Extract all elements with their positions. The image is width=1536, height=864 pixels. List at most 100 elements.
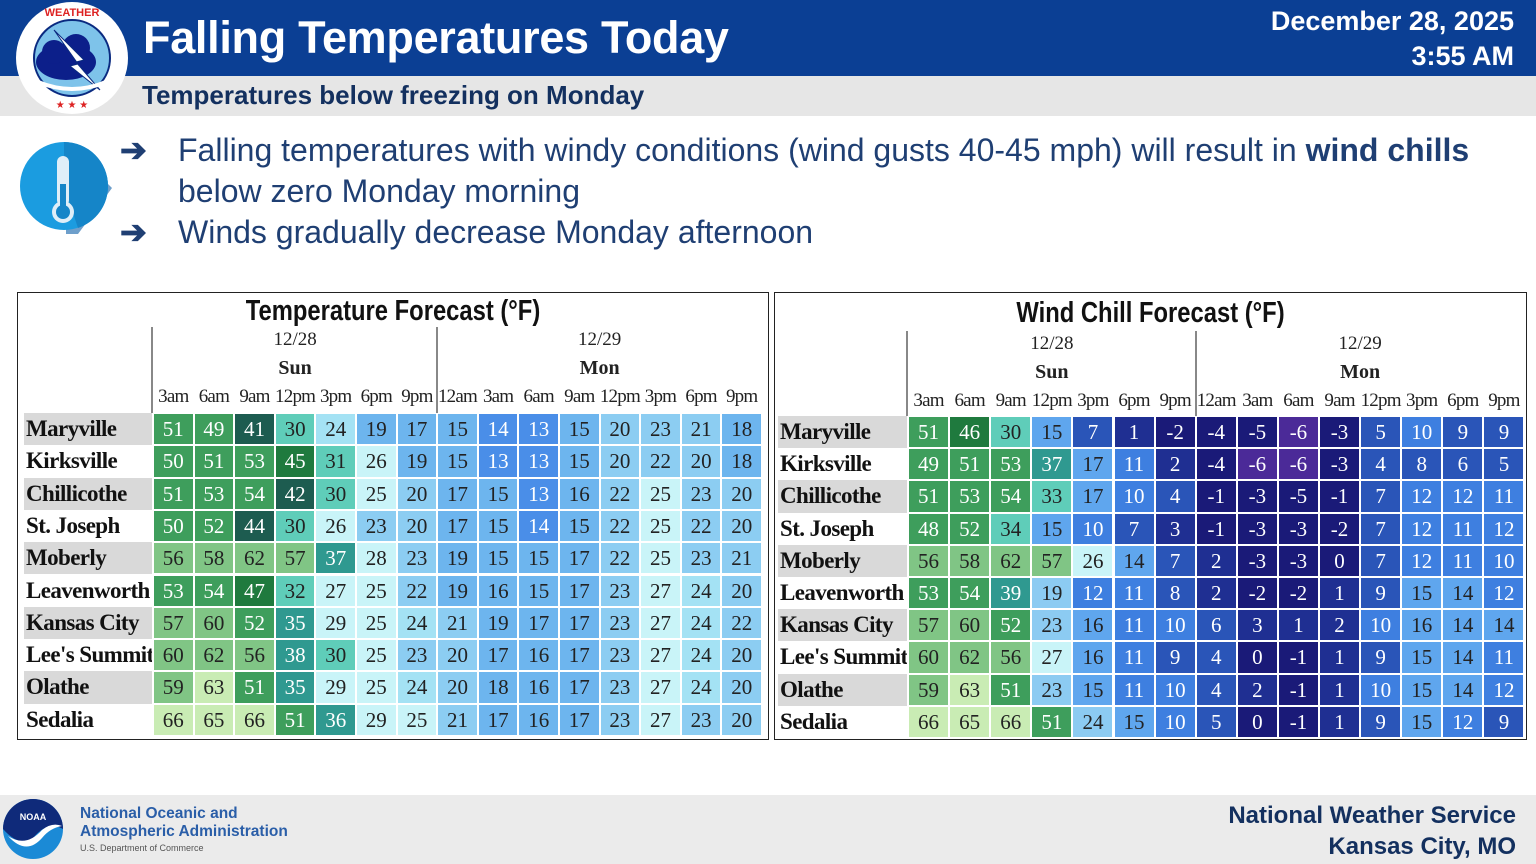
forecast-cell: 23 [599,639,641,672]
noaa-name-line: Atmospheric Administration [80,823,288,840]
forecast-cell: 24 [680,574,722,607]
forecast-cell: 27 [640,703,681,736]
forecast-cell: 53 [234,445,275,478]
forecast-cell: -5 [1236,416,1278,449]
forecast-cell: 37 [1031,448,1073,481]
forecast-cell: 11 [1483,641,1525,674]
forecast-cell: 51 [153,477,194,510]
time-header: 9pm [1488,390,1520,411]
forecast-cell: 53 [908,577,950,610]
day-divider [436,327,439,413]
forecast-cell: 59 [908,673,950,706]
forecast-cell: 30 [274,509,316,543]
forecast-cell: 20 [721,509,762,543]
forecast-cell: 5 [1483,448,1525,481]
forecast-cell: 23 [1031,609,1073,642]
forecast-cell: 25 [640,477,681,510]
forecast-cell: 51 [908,416,950,449]
forecast-cell: 1 [1319,577,1361,610]
forecast-cell: 41 [234,413,275,446]
forecast-cell: 8 [1401,448,1443,481]
forecast-cell: 52 [949,512,991,545]
forecast-cell: 0 [1319,544,1361,577]
forecast-cell: 11 [1113,577,1155,610]
forecast-cell: 56 [234,639,275,672]
time-header: 12am [1196,390,1237,411]
forecast-cell: 44 [234,509,275,543]
forecast-cell: 20 [680,445,722,478]
forecast-cell: 26 [315,509,356,543]
location-name: Olathe [24,671,152,704]
forecast-cell: 51 [908,480,950,513]
forecast-cell: 53 [990,448,1032,481]
forecast-cell: -4 [1195,448,1237,481]
forecast-cell: 60 [153,639,194,672]
location-name: Kirksville [24,445,152,478]
svg-text:NOAA: NOAA [20,812,47,822]
forecast-cell: 26 [1072,544,1114,577]
forecast-cell: 19 [1031,577,1073,610]
time-header: 6pm [1447,390,1479,411]
time-header: 6pm [685,386,717,407]
forecast-cell: 15 [437,445,478,478]
forecast-cell: 54 [990,480,1032,513]
forecast-cell: 2 [1154,448,1196,481]
forecast-cell: 51 [1031,705,1073,738]
forecast-cell: 22 [396,574,438,607]
forecast-cell: 15 [559,509,600,543]
forecast-cell: 25 [356,574,397,607]
forecast-cell: -6 [1277,448,1319,481]
forecast-cell: 27 [640,671,681,704]
forecast-cell: 18 [721,413,762,446]
location-name: Moberly [24,542,152,575]
forecast-cell: 54 [193,574,235,607]
forecast-cell: 42 [274,477,316,510]
forecast-cell: 28 [356,542,397,575]
forecast-cell: 66 [234,703,275,736]
forecast-cell: 11 [1442,544,1484,577]
forecast-cell: 2 [1319,609,1361,642]
forecast-cell: -1 [1277,673,1319,706]
location-name: Maryville [778,416,907,449]
bullet-text: Winds gradually decrease Monday afternoo… [178,214,814,250]
day-date: 12/28 [273,329,317,350]
forecast-cell: 10 [1483,544,1525,577]
forecast-cell: 12 [1072,577,1114,610]
forecast-cell: 53 [193,477,235,510]
noaa-logo: NOAA [3,799,63,859]
forecast-cell: 17 [559,639,600,672]
forecast-cell: 15 [1113,705,1155,738]
day-name: Sun [1035,361,1069,383]
forecast-cell: 18 [721,445,762,478]
forecast-cell: 15 [477,509,519,543]
forecast-cell: 38 [274,639,316,672]
forecast-cell: 20 [599,445,641,478]
forecast-cell: 15 [1401,705,1443,738]
time-header: 3am [482,386,514,407]
forecast-cell: 35 [274,606,316,640]
forecast-cell: 17 [437,509,478,543]
forecast-cell: 21 [721,542,762,575]
time-header: 3am [158,386,189,407]
forecast-cell: 16 [1072,641,1114,674]
issued-time: 3:55 AM [1411,41,1514,71]
forecast-cell: 23 [356,509,397,543]
forecast-cell: 9 [1442,416,1484,449]
forecast-cell: 15 [559,445,600,478]
location-name: Kansas City [778,609,907,642]
forecast-cell: 1 [1319,641,1361,674]
forecast-cell: 15 [1031,512,1073,545]
location-name: Lee's Summit [778,641,907,674]
forecast-cell: 4 [1195,641,1237,674]
header-bar [0,0,1536,76]
arrow-right-icon: ➔ [120,214,147,250]
forecast-cell: 12 [1401,512,1443,545]
forecast-cell: 62 [990,544,1032,577]
forecast-cell: 52 [193,509,235,543]
forecast-cell: -1 [1319,480,1361,513]
forecast-cell: 24 [1072,705,1114,738]
forecast-cell: 5 [1360,416,1402,449]
forecast-cell: 20 [437,639,478,672]
forecast-cell: 63 [193,671,235,704]
forecast-cell: -3 [1236,480,1278,513]
